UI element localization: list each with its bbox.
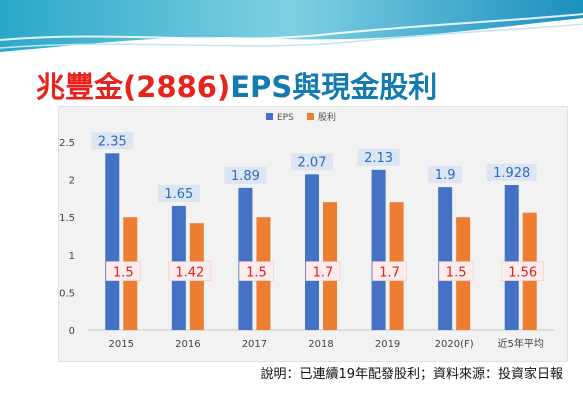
dividend-data-label: 1.5	[246, 266, 267, 281]
dividend-label-box	[168, 261, 212, 281]
legend-label-eps: EPS	[277, 113, 294, 123]
dividend-label-box	[372, 261, 407, 281]
bar-eps	[504, 185, 519, 330]
eps-dividend-chart: 0 0.5 1 1.5 2 2.5 EPS 股利 2.35 1.5 2015 1.65 1.42 2016…	[59, 111, 554, 350]
dividend-label-box	[239, 261, 274, 281]
dividend-data-label: 1.56	[508, 266, 537, 281]
eps-data-label: 2.13	[364, 151, 393, 166]
y-tick-label: 0	[69, 326, 75, 337]
header-wave-banner	[0, 0, 583, 52]
title-company: 兆豐金	[36, 70, 124, 104]
bar-eps	[305, 174, 319, 330]
eps-label-box	[428, 166, 463, 184]
y-tick-label: 1.5	[59, 213, 75, 224]
eps-label-box	[157, 184, 200, 202]
title-code: (2886)	[123, 70, 231, 104]
eps-label-box	[486, 164, 537, 182]
x-category-label: 2020(F)	[435, 339, 474, 350]
y-tick-label: 1	[69, 251, 75, 262]
eps-data-label: 2.07	[298, 155, 327, 170]
dividend-data-label: 1.7	[313, 266, 334, 281]
legend-label-dividend: 股利	[318, 111, 336, 123]
dividend-data-label: 1.5	[446, 266, 467, 281]
x-category-label: 2018	[308, 339, 333, 350]
bar-eps	[438, 187, 453, 330]
dividend-data-label: 1.5	[113, 266, 134, 281]
y-tick-label: 0.5	[59, 288, 75, 299]
eps-data-label: 2.35	[98, 134, 127, 149]
y-tick-label: 2.5	[59, 138, 75, 149]
eps-label-box	[91, 132, 134, 150]
x-category-label: 2017	[242, 339, 267, 350]
bar-eps	[238, 187, 253, 330]
eps-data-label: 1.928	[493, 166, 530, 181]
eps-data-label: 1.9	[435, 168, 456, 183]
title-subject: EPS與現金股利	[230, 70, 438, 104]
eps-label-box	[291, 153, 333, 171]
legend-swatch-eps	[266, 113, 273, 120]
bar-eps	[371, 169, 386, 330]
dividend-data-label: 1.42	[175, 266, 204, 281]
eps-label-box	[357, 148, 400, 166]
eps-data-label: 1.89	[231, 169, 260, 184]
legend-swatch-dividend	[307, 113, 314, 120]
dividend-label-box	[501, 261, 545, 281]
x-category-label: 2015	[109, 339, 134, 350]
y-tick-label: 2	[69, 176, 75, 187]
eps-data-label: 1.65	[164, 187, 193, 202]
dividend-data-label: 1.7	[379, 266, 400, 281]
eps-label-box	[224, 166, 267, 184]
source-note: 說明：已連續19年配發股利；資料來源：投資家日報	[260, 367, 563, 382]
x-category-label: 2016	[175, 339, 200, 350]
x-category-label: 近5年平均	[498, 337, 544, 350]
dividend-label-box	[105, 261, 141, 281]
dividend-label-box	[305, 261, 341, 281]
dividend-label-box	[438, 261, 474, 281]
page-title: 兆豐金(2886)EPS與現金股利	[36, 64, 437, 106]
bar-eps	[105, 153, 120, 330]
x-category-label: 2019	[375, 339, 400, 350]
